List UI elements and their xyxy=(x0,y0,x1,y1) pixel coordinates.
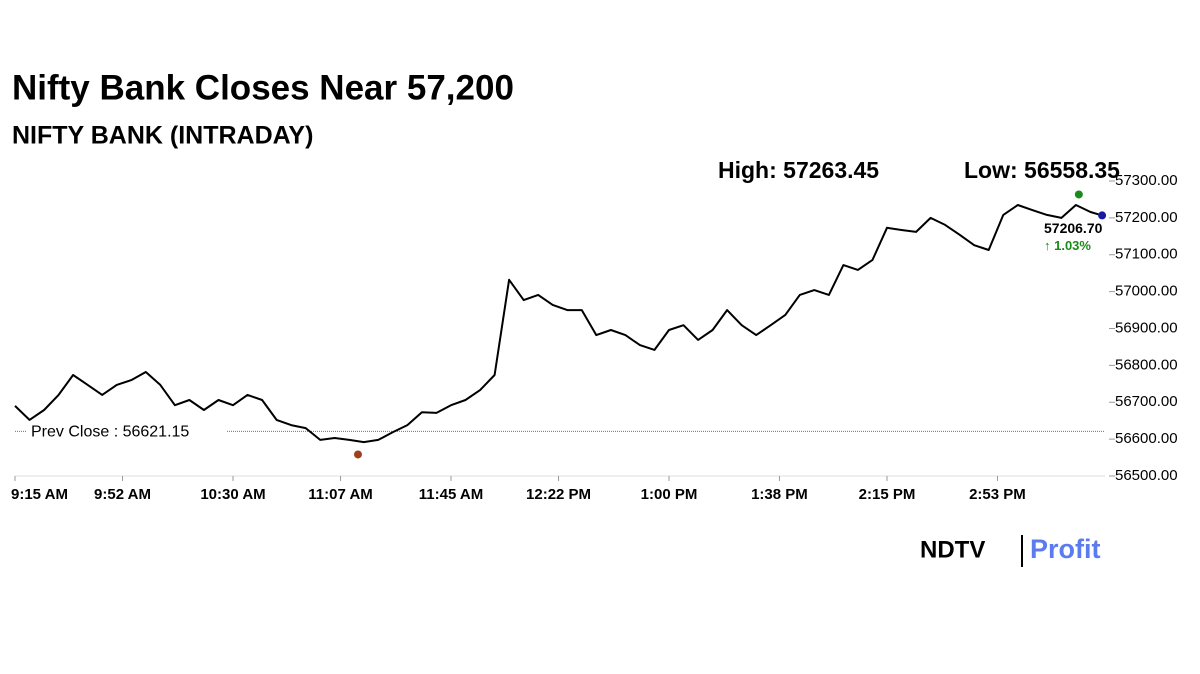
x-tick-label: 9:52 AM xyxy=(94,486,151,503)
logo-ndtv: NDTV xyxy=(920,536,985,563)
logo-profit: Profit xyxy=(1030,534,1101,564)
last-marker xyxy=(1098,211,1107,220)
low-label: Low: 56558.35 xyxy=(964,157,1120,183)
high-label: High: 57263.45 xyxy=(718,157,879,183)
y-tick-label: 56900.00 xyxy=(1115,319,1178,336)
y-tick-label: 57100.00 xyxy=(1115,246,1178,263)
x-tick-label: 1:38 PM xyxy=(751,486,808,503)
y-tick-label: 56600.00 xyxy=(1115,430,1178,447)
y-tick-label: 57300.00 xyxy=(1115,172,1178,189)
x-tick-label: 9:15 AM xyxy=(11,486,68,503)
y-tick-label: 57200.00 xyxy=(1115,209,1178,226)
x-tick-label: 11:45 AM xyxy=(419,486,483,503)
x-tick-label: 11:07 AM xyxy=(308,486,372,503)
x-tick-label: 10:30 AM xyxy=(200,486,265,503)
chart-subtitle: NIFTY BANK (INTRADAY) xyxy=(12,122,313,150)
y-tick-label: 56700.00 xyxy=(1115,393,1178,410)
x-tick-label: 2:53 PM xyxy=(969,486,1026,503)
last-value-label: 57206.70 xyxy=(1044,220,1103,236)
y-tick-label: 57000.00 xyxy=(1115,283,1178,300)
low-marker xyxy=(353,450,362,459)
change-label: ↑ 1.03% xyxy=(1044,238,1091,253)
prev-close-label: Prev Close : 56621.15 xyxy=(31,424,189,441)
y-tick-label: 56500.00 xyxy=(1115,467,1178,484)
x-tick-label: 12:22 PM xyxy=(526,486,591,503)
x-tick-label: 2:15 PM xyxy=(859,486,916,503)
high-marker xyxy=(1074,190,1083,199)
prev-close-bg xyxy=(26,421,226,442)
y-tick-label: 56800.00 xyxy=(1115,356,1178,373)
chart-title: Nifty Bank Closes Near 57,200 xyxy=(12,68,514,107)
x-tick-label: 1:00 PM xyxy=(641,486,698,503)
price-line xyxy=(14,204,1103,444)
